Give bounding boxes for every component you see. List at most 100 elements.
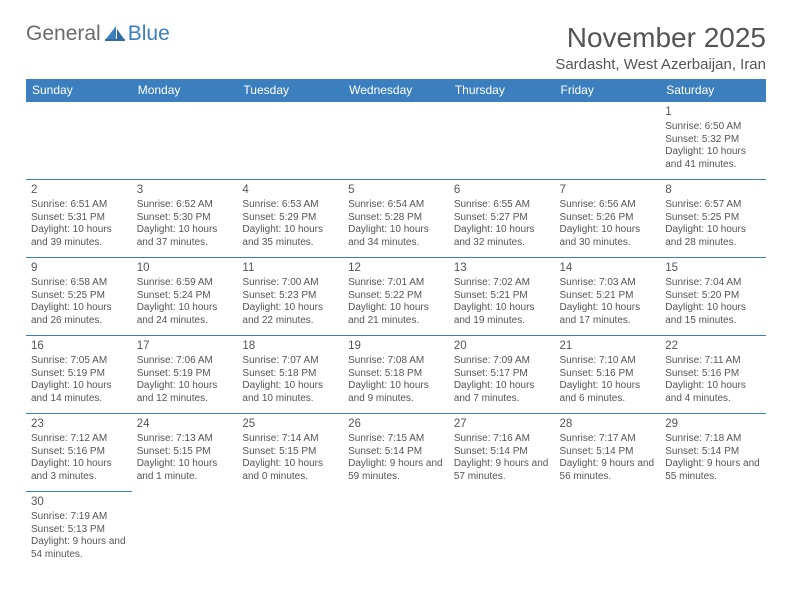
calendar-cell: 12Sunrise: 7:01 AMSunset: 5:22 PMDayligh… bbox=[343, 258, 449, 336]
day-sunrise: Sunrise: 7:10 AM bbox=[560, 355, 656, 368]
day-sunset: Sunset: 5:16 PM bbox=[31, 446, 127, 459]
day-daylight: Daylight: 10 hours and 0 minutes. bbox=[242, 458, 338, 484]
day-sunset: Sunset: 5:19 PM bbox=[31, 368, 127, 381]
day-daylight: Daylight: 10 hours and 26 minutes. bbox=[31, 302, 127, 328]
day-sunset: Sunset: 5:28 PM bbox=[348, 212, 444, 225]
day-sunset: Sunset: 5:32 PM bbox=[665, 134, 761, 147]
day-sunrise: Sunrise: 6:57 AM bbox=[665, 199, 761, 212]
day-sunset: Sunset: 5:21 PM bbox=[560, 290, 656, 303]
day-header: Tuesday bbox=[237, 79, 343, 102]
calendar-cell-empty bbox=[660, 492, 766, 570]
day-sunset: Sunset: 5:29 PM bbox=[242, 212, 338, 225]
header-row: General Blue November 2025 Sardasht, Wes… bbox=[26, 22, 766, 73]
calendar-cell: 27Sunrise: 7:16 AMSunset: 5:14 PMDayligh… bbox=[449, 414, 555, 492]
calendar-cell: 14Sunrise: 7:03 AMSunset: 5:21 PMDayligh… bbox=[555, 258, 661, 336]
calendar-cell-empty bbox=[237, 102, 343, 180]
day-sunset: Sunset: 5:27 PM bbox=[454, 212, 550, 225]
calendar-cell: 4Sunrise: 6:53 AMSunset: 5:29 PMDaylight… bbox=[237, 180, 343, 258]
day-header: Thursday bbox=[449, 79, 555, 102]
day-number: 20 bbox=[454, 339, 550, 354]
day-sunset: Sunset: 5:13 PM bbox=[31, 524, 127, 537]
calendar-table: SundayMondayTuesdayWednesdayThursdayFrid… bbox=[26, 79, 766, 570]
day-number: 26 bbox=[348, 417, 444, 432]
day-daylight: Daylight: 10 hours and 7 minutes. bbox=[454, 380, 550, 406]
day-number: 7 bbox=[560, 183, 656, 198]
calendar-cell: 13Sunrise: 7:02 AMSunset: 5:21 PMDayligh… bbox=[449, 258, 555, 336]
day-sunset: Sunset: 5:30 PM bbox=[137, 212, 233, 225]
day-number: 27 bbox=[454, 417, 550, 432]
day-daylight: Daylight: 10 hours and 19 minutes. bbox=[454, 302, 550, 328]
day-daylight: Daylight: 10 hours and 28 minutes. bbox=[665, 224, 761, 250]
day-number: 24 bbox=[137, 417, 233, 432]
day-header: Wednesday bbox=[343, 79, 449, 102]
day-sunset: Sunset: 5:25 PM bbox=[665, 212, 761, 225]
day-sunset: Sunset: 5:14 PM bbox=[454, 446, 550, 459]
day-sunrise: Sunrise: 7:01 AM bbox=[348, 277, 444, 290]
day-sunrise: Sunrise: 6:56 AM bbox=[560, 199, 656, 212]
day-daylight: Daylight: 10 hours and 6 minutes. bbox=[560, 380, 656, 406]
day-sunrise: Sunrise: 7:02 AM bbox=[454, 277, 550, 290]
day-number: 6 bbox=[454, 183, 550, 198]
day-number: 10 bbox=[137, 261, 233, 276]
day-sunset: Sunset: 5:15 PM bbox=[242, 446, 338, 459]
day-daylight: Daylight: 10 hours and 4 minutes. bbox=[665, 380, 761, 406]
page-title: November 2025 bbox=[555, 22, 766, 54]
day-daylight: Daylight: 10 hours and 10 minutes. bbox=[242, 380, 338, 406]
day-sunrise: Sunrise: 7:13 AM bbox=[137, 433, 233, 446]
day-sunset: Sunset: 5:15 PM bbox=[137, 446, 233, 459]
day-sunset: Sunset: 5:23 PM bbox=[242, 290, 338, 303]
calendar-cell-empty bbox=[237, 492, 343, 570]
calendar-cell: 15Sunrise: 7:04 AMSunset: 5:20 PMDayligh… bbox=[660, 258, 766, 336]
calendar-cell: 23Sunrise: 7:12 AMSunset: 5:16 PMDayligh… bbox=[26, 414, 132, 492]
day-number: 14 bbox=[560, 261, 656, 276]
day-sunrise: Sunrise: 7:19 AM bbox=[31, 511, 127, 524]
day-sunset: Sunset: 5:16 PM bbox=[665, 368, 761, 381]
calendar-cell: 26Sunrise: 7:15 AMSunset: 5:14 PMDayligh… bbox=[343, 414, 449, 492]
calendar-cell-empty bbox=[555, 492, 661, 570]
day-daylight: Daylight: 10 hours and 24 minutes. bbox=[137, 302, 233, 328]
day-sunrise: Sunrise: 6:52 AM bbox=[137, 199, 233, 212]
location-text: Sardasht, West Azerbaijan, Iran bbox=[555, 56, 766, 73]
day-number: 8 bbox=[665, 183, 761, 198]
calendar-cell: 1Sunrise: 6:50 AMSunset: 5:32 PMDaylight… bbox=[660, 102, 766, 180]
calendar-cell: 8Sunrise: 6:57 AMSunset: 5:25 PMDaylight… bbox=[660, 180, 766, 258]
calendar-cell: 9Sunrise: 6:58 AMSunset: 5:25 PMDaylight… bbox=[26, 258, 132, 336]
day-sunrise: Sunrise: 6:53 AM bbox=[242, 199, 338, 212]
day-daylight: Daylight: 9 hours and 59 minutes. bbox=[348, 458, 444, 484]
day-number: 17 bbox=[137, 339, 233, 354]
day-number: 11 bbox=[242, 261, 338, 276]
day-daylight: Daylight: 10 hours and 34 minutes. bbox=[348, 224, 444, 250]
day-number: 29 bbox=[665, 417, 761, 432]
day-daylight: Daylight: 10 hours and 22 minutes. bbox=[242, 302, 338, 328]
day-number: 16 bbox=[31, 339, 127, 354]
day-sunset: Sunset: 5:20 PM bbox=[665, 290, 761, 303]
day-daylight: Daylight: 10 hours and 37 minutes. bbox=[137, 224, 233, 250]
day-header: Saturday bbox=[660, 79, 766, 102]
day-sunset: Sunset: 5:14 PM bbox=[665, 446, 761, 459]
day-daylight: Daylight: 10 hours and 35 minutes. bbox=[242, 224, 338, 250]
day-number: 21 bbox=[560, 339, 656, 354]
logo-text-blue: Blue bbox=[128, 22, 170, 46]
title-block: November 2025 Sardasht, West Azerbaijan,… bbox=[555, 22, 766, 73]
day-sunrise: Sunrise: 7:05 AM bbox=[31, 355, 127, 368]
day-sunset: Sunset: 5:16 PM bbox=[560, 368, 656, 381]
day-sunrise: Sunrise: 7:16 AM bbox=[454, 433, 550, 446]
calendar-cell: 3Sunrise: 6:52 AMSunset: 5:30 PMDaylight… bbox=[132, 180, 238, 258]
calendar-cell: 24Sunrise: 7:13 AMSunset: 5:15 PMDayligh… bbox=[132, 414, 238, 492]
day-number: 3 bbox=[137, 183, 233, 198]
day-daylight: Daylight: 10 hours and 15 minutes. bbox=[665, 302, 761, 328]
day-daylight: Daylight: 10 hours and 30 minutes. bbox=[560, 224, 656, 250]
day-number: 12 bbox=[348, 261, 444, 276]
calendar-cell-empty bbox=[132, 492, 238, 570]
calendar-cell: 2Sunrise: 6:51 AMSunset: 5:31 PMDaylight… bbox=[26, 180, 132, 258]
day-sunrise: Sunrise: 7:08 AM bbox=[348, 355, 444, 368]
day-number: 30 bbox=[31, 495, 127, 510]
calendar-cell: 29Sunrise: 7:18 AMSunset: 5:14 PMDayligh… bbox=[660, 414, 766, 492]
day-daylight: Daylight: 9 hours and 55 minutes. bbox=[665, 458, 761, 484]
day-number: 9 bbox=[31, 261, 127, 276]
calendar-cell: 21Sunrise: 7:10 AMSunset: 5:16 PMDayligh… bbox=[555, 336, 661, 414]
day-number: 2 bbox=[31, 183, 127, 198]
day-daylight: Daylight: 9 hours and 56 minutes. bbox=[560, 458, 656, 484]
day-number: 15 bbox=[665, 261, 761, 276]
day-sunset: Sunset: 5:31 PM bbox=[31, 212, 127, 225]
